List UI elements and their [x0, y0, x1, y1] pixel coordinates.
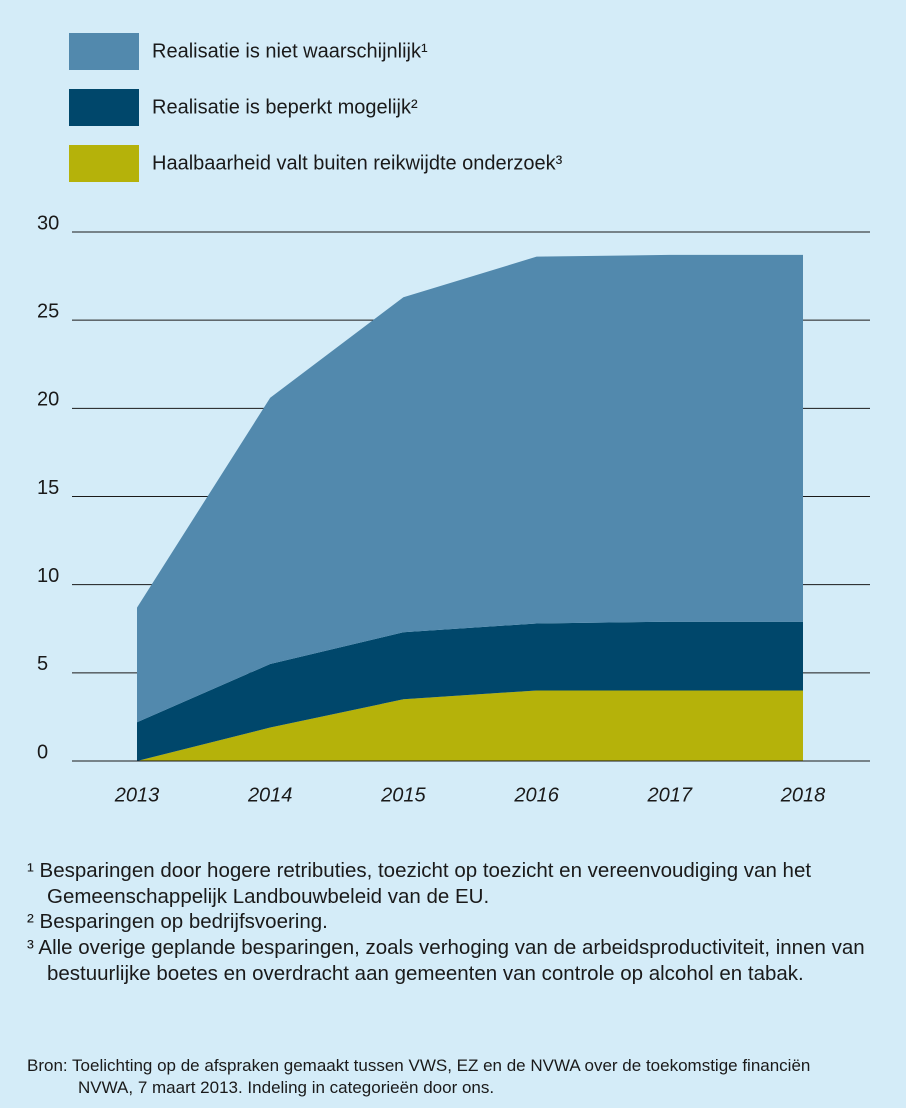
legend-swatch: [69, 145, 139, 182]
x-tick-label: 2018: [780, 784, 826, 806]
y-tick-label: 10: [37, 565, 59, 587]
area: [137, 621, 803, 761]
legend-label: Realisatie is beperkt mogelijk²: [152, 96, 418, 118]
y-tick-label: 0: [37, 741, 48, 763]
y-tick-label: 15: [37, 477, 59, 499]
y-tick-label: 5: [37, 653, 48, 675]
legend-swatch: [69, 89, 139, 126]
x-tick-label: 2013: [114, 784, 160, 806]
source: Bron: Toelichting op de afspraken gemaak…: [27, 1056, 811, 1097]
footnote: ¹ Besparingen door hogere retributies, t…: [27, 859, 812, 908]
y-tick-label: 20: [37, 389, 59, 411]
legend-label: Realisatie is niet waarschijnlijk¹: [152, 40, 428, 62]
y-tick-label: 25: [37, 300, 59, 322]
footnote: ³ Alle overige geplande besparingen, zoa…: [27, 936, 865, 985]
footnote: ² Besparingen op bedrijfsvoering.: [27, 910, 328, 933]
x-tick-label: 2015: [380, 784, 426, 806]
y-tick-label: 30: [37, 212, 59, 234]
x-tick-label: 2017: [647, 784, 693, 806]
x-tick-label: 2014: [247, 784, 293, 806]
chart: Realisatie is niet waarschijnlijk¹ Realis…: [37, 33, 870, 806]
area: [137, 690, 803, 761]
legend-label: Haalbaarheid valt buiten reikwijdte onde…: [152, 152, 563, 174]
x-tick-label: 2016: [513, 784, 559, 806]
legend-swatch: [69, 33, 139, 70]
area: [137, 254, 803, 723]
